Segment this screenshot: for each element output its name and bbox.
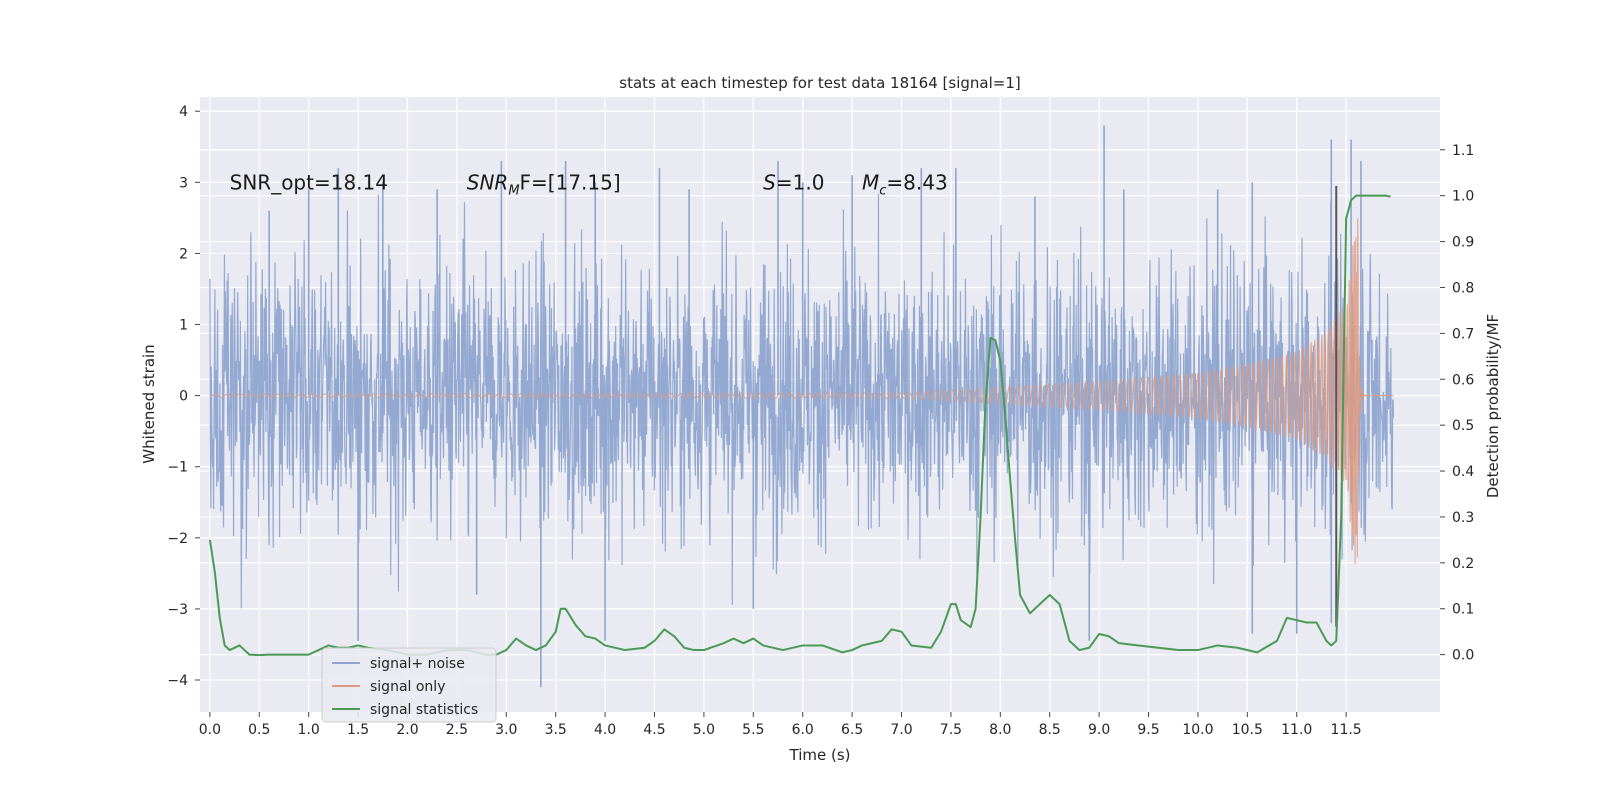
x-tick-label: 1.5 [347, 722, 369, 738]
y-right-tick-label: 1.1 [1452, 143, 1474, 159]
x-tick-label: 3.5 [545, 722, 567, 738]
x-tick-label: 1.0 [298, 722, 320, 738]
y-right-tick-label: 0.8 [1452, 280, 1474, 296]
x-tick-label: 4.5 [643, 722, 665, 738]
annotations: SNR_opt=18.14 SNRMF=[17.15] S=1.0 Mc=8.43 [230, 170, 948, 198]
annotation-text: S=1.0 [763, 170, 824, 194]
x-tick-label: 11.0 [1281, 722, 1312, 738]
y-left-tick-label: 4 [179, 104, 188, 120]
legend-label-signal-only: signal only [370, 679, 445, 695]
x-tick-label: 9.5 [1137, 722, 1159, 738]
legend: signal+ noise signal only signal statist… [321, 647, 497, 723]
x-axis-label: Time (s) [789, 746, 851, 764]
y-right-tick-label: 1.0 [1452, 189, 1474, 205]
x-tick-label: 10.5 [1232, 722, 1263, 738]
x-tick-label: 5.5 [742, 722, 764, 738]
y-left-tick-label: −3 [167, 602, 188, 618]
x-tick-label: 3.0 [495, 722, 517, 738]
y-left-tick-label: 0 [179, 389, 188, 405]
x-tick-label: 8.0 [989, 722, 1011, 738]
y-right-tick-label: 0.4 [1452, 464, 1474, 480]
y-right-tick-label: 0.5 [1452, 418, 1474, 434]
y-right-tick-label: 0.2 [1452, 556, 1474, 572]
y-right-tick-label: 0.9 [1452, 235, 1474, 251]
y-left-tick-label: 1 [179, 318, 188, 334]
x-tick-label: 11.5 [1331, 722, 1362, 738]
y-left-axis-ticks: −4 −3 −2 −1 0 1 2 3 4 [167, 104, 200, 689]
y-right-tick-label: 0.7 [1452, 326, 1474, 342]
x-tick-label: 4.0 [594, 722, 616, 738]
series-line-signal-only [209, 218, 1394, 565]
legend-box [321, 647, 497, 723]
annotation-text: SNRMF=[17.15] [467, 170, 621, 198]
x-tick-label: 7.0 [890, 722, 912, 738]
legend-label-signal-noise: signal+ noise [370, 656, 465, 672]
y-left-tick-label: −2 [167, 531, 188, 547]
y-left-axis-label: Whitened strain [140, 344, 158, 463]
y-left-tick-label: 2 [179, 246, 188, 262]
x-tick-label: 10.0 [1182, 722, 1213, 738]
y-right-tick-label: 0.0 [1452, 648, 1474, 664]
series-signal-noise [209, 125, 1395, 688]
series-line-signal-noise [209, 193, 1395, 609]
x-tick-label: 2.0 [396, 722, 418, 738]
x-tick-label: 0.0 [199, 722, 221, 738]
y-right-tick-label: 0.3 [1452, 510, 1474, 526]
y-right-axis-ticks: 0.0 0.1 0.2 0.3 0.4 0.5 0.6 0.7 0.8 0.9 1.0 1.1 [1440, 143, 1474, 664]
y-right-tick-label: 0.6 [1452, 372, 1474, 388]
x-tick-label: 2.5 [446, 722, 468, 738]
series-signal-only [209, 218, 1394, 565]
chart-title: stats at each timestep for test data 181… [619, 74, 1020, 92]
y-right-axis-label: Detection probability/MF [1484, 314, 1502, 498]
x-tick-label: 6.5 [841, 722, 863, 738]
x-tick-label: 5.0 [693, 722, 715, 738]
x-tick-label: 7.5 [940, 722, 962, 738]
x-tick-label: 0.5 [248, 722, 270, 738]
y-left-tick-label: −4 [167, 673, 188, 689]
legend-label-signal-statistics: signal statistics [370, 702, 478, 718]
y-left-tick-label: 3 [179, 175, 188, 191]
y-right-tick-label: 0.1 [1452, 602, 1474, 618]
x-tick-label: 9.0 [1088, 722, 1110, 738]
annotation-text: SNR_opt=18.14 [230, 170, 388, 194]
annotation-text: Mc=8.43 [862, 170, 948, 198]
x-tick-label: 8.5 [1039, 722, 1061, 738]
x-tick-label: 6.0 [792, 722, 814, 738]
y-left-tick-label: −1 [167, 460, 188, 476]
x-axis-ticks: 0.0 0.5 1.0 1.5 2.0 2.5 3.0 3.5 4.0 4.5 5.0 5.5 6.0 6… [199, 712, 1362, 738]
